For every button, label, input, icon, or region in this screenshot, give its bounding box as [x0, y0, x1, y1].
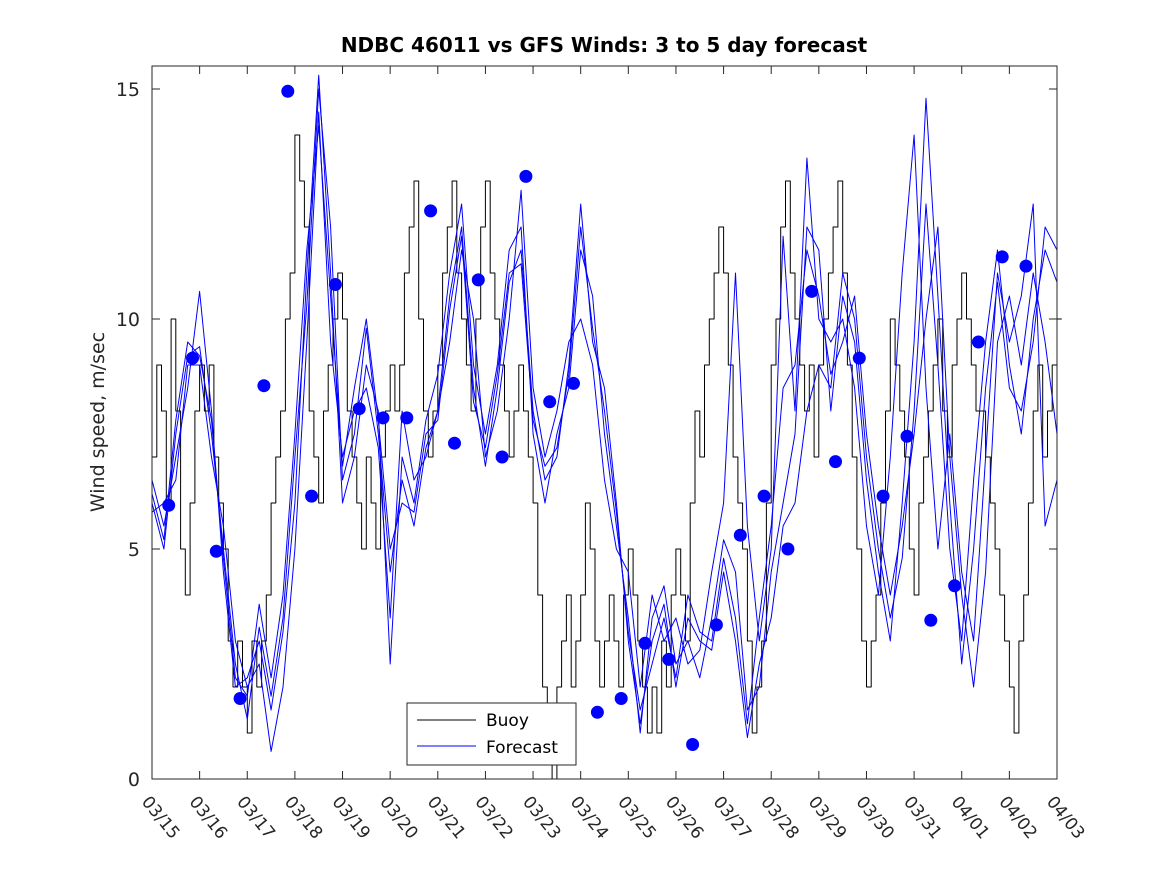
forecast-point [257, 379, 271, 393]
forecast-point [567, 376, 580, 390]
forecast-point [638, 636, 652, 650]
forecast-point [995, 250, 1009, 264]
forecast-point [1019, 259, 1033, 273]
forecast-point [233, 692, 247, 705]
legend: Buoy Forecast [406, 702, 577, 766]
forecast-point [781, 542, 795, 556]
forecast-point [852, 351, 866, 365]
forecast-point [471, 273, 485, 287]
forecast-point [352, 402, 366, 416]
forecast-point [186, 351, 199, 365]
forecast-point [209, 544, 223, 558]
y-axis-label: Wind speed, m/sec [87, 332, 109, 512]
forecast-point [900, 429, 914, 443]
series-line-forecast-3 [151, 111, 1058, 752]
forecast-point [805, 284, 819, 298]
forecast-point [733, 528, 747, 542]
forecast-point [281, 84, 295, 98]
chart-title: NDBC 46011 vs GFS Winds: 3 to 5 day fore… [341, 33, 868, 57]
y-tick-label: 10 [116, 309, 140, 331]
forecast-point [971, 335, 985, 349]
forecast-point [829, 455, 842, 469]
forecast-point [400, 411, 414, 425]
forecast-point [924, 613, 938, 627]
forecast-point [614, 692, 628, 705]
forecast-point [662, 652, 676, 666]
forecast-point [448, 436, 461, 450]
series-layer [151, 74, 1062, 780]
forecast-point [757, 489, 771, 503]
forecast-point [305, 489, 319, 503]
legend-buoy-label: Buoy [486, 711, 529, 731]
forecast-point [876, 489, 890, 503]
plot-frame [151, 65, 1058, 780]
markers-layer [162, 84, 1033, 751]
y-tick-label: 0 [128, 769, 140, 791]
series-line-buoy [152, 134, 1062, 780]
legend-forecast-label: Forecast [486, 738, 558, 758]
forecast-point [376, 411, 390, 425]
y-tick-label: 5 [128, 539, 140, 561]
forecast-point [424, 204, 438, 218]
forecast-point [519, 169, 533, 183]
forecast-point [590, 705, 604, 719]
forecast-point [686, 738, 700, 751]
legend-box [406, 702, 577, 766]
forecast-point [495, 450, 509, 464]
forecast-point [328, 278, 342, 291]
forecast-point [162, 498, 176, 512]
forecast-point [948, 579, 962, 593]
series-line-forecast-2 [151, 74, 1058, 734]
series-line-forecast-4 [151, 125, 1058, 725]
forecast-point [709, 618, 723, 632]
forecast-point [543, 395, 557, 409]
y-tick-label: 15 [116, 79, 140, 101]
